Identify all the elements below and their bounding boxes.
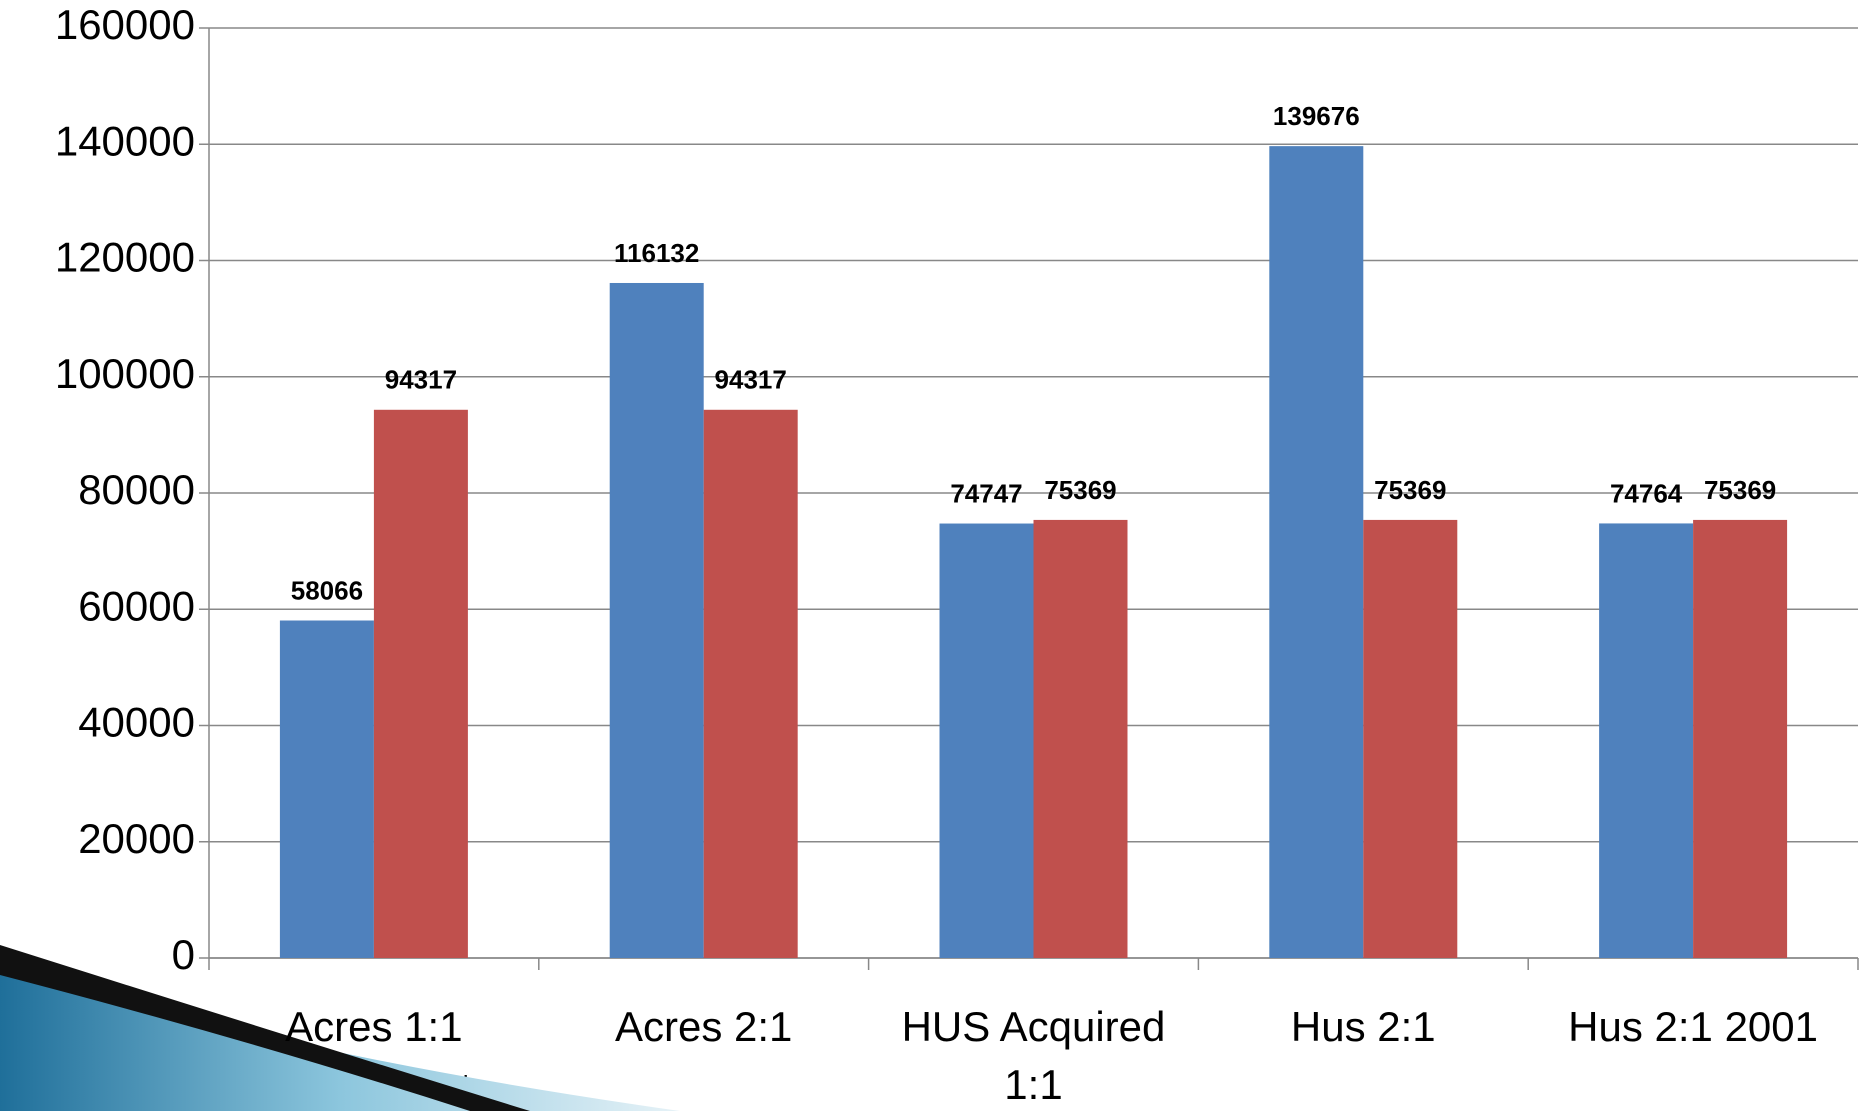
x-tick-label: Acres 1:1 — [285, 1003, 463, 1050]
value-label: 139676 — [1273, 101, 1360, 131]
decor-swoosh — [0, 960, 680, 1111]
bar — [703, 409, 798, 958]
bar — [1693, 519, 1788, 958]
x-tick-label: HUS Acquired 1:1 — [901, 1003, 1166, 1108]
y-tick-label: 120000 — [55, 234, 195, 281]
bar — [609, 282, 704, 958]
value-label: 75369 — [1044, 475, 1116, 505]
value-label: 74764 — [1610, 478, 1683, 508]
value-label: 94317 — [715, 365, 787, 395]
value-label: 94317 — [385, 365, 457, 395]
bar — [1599, 523, 1694, 958]
x-tick-label: Hus 2:1 — [1290, 1003, 1436, 1050]
y-tick-label: 60000 — [78, 582, 195, 629]
bar — [1269, 146, 1364, 959]
y-tick-label: 160000 — [55, 1, 195, 48]
y-tick-label: 40000 — [78, 699, 195, 746]
bar — [939, 523, 1034, 958]
y-tick-label: 20000 — [78, 815, 195, 862]
value-label: 75369 — [1704, 475, 1776, 505]
value-label: 58066 — [291, 575, 363, 605]
bar — [1363, 519, 1458, 958]
x-tick-label: Acres 2:1 — [614, 1003, 793, 1050]
y-tick-label: 80000 — [78, 466, 195, 513]
y-tick-label: 0 — [172, 931, 195, 978]
y-tick-label: 140000 — [55, 117, 195, 164]
bar — [279, 620, 374, 958]
bar — [1033, 519, 1128, 958]
value-label: 74747 — [950, 478, 1022, 508]
value-label: 75369 — [1374, 475, 1446, 505]
value-label: 116132 — [614, 238, 699, 268]
y-tick-label: 100000 — [55, 350, 195, 397]
bar — [373, 409, 468, 958]
x-tick-label: Hus 2:1 2001 — [1568, 1003, 1819, 1050]
